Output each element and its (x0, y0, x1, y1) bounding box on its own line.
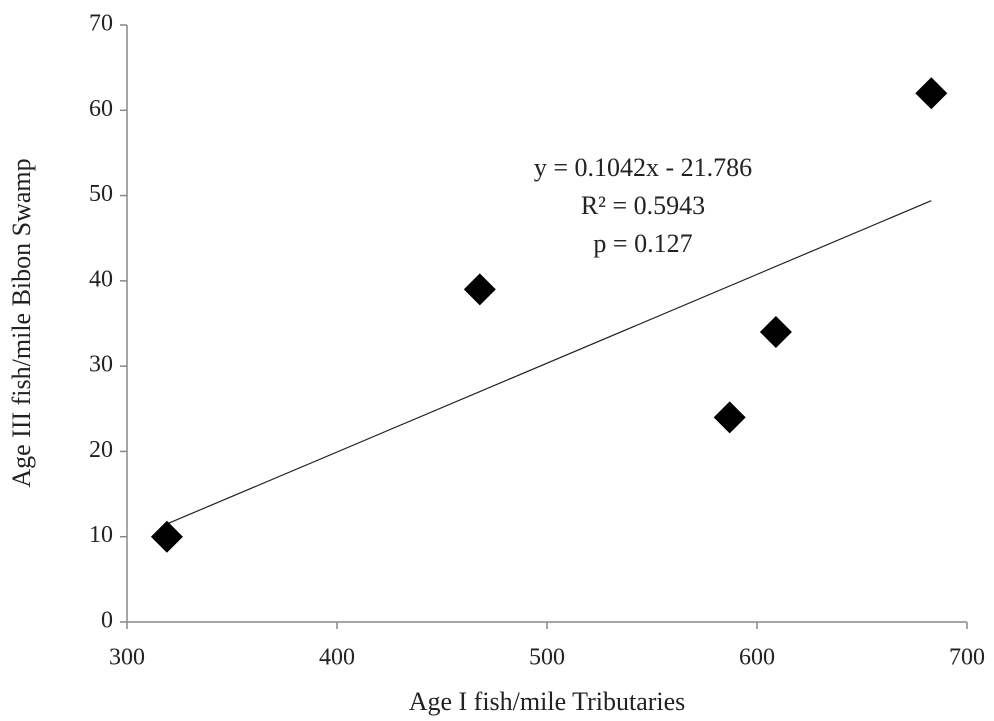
annotation: y = 0.1042x - 21.786 (534, 153, 752, 182)
y-tick-label: 40 (89, 266, 113, 292)
x-tick-label: 600 (739, 645, 775, 671)
point (713, 401, 746, 434)
point (915, 77, 948, 110)
y-tick-label: 60 (89, 96, 113, 122)
y-tick-label: 50 (89, 181, 113, 207)
trendline (166, 200, 932, 525)
x-tick-label: 400 (319, 645, 355, 671)
y-tick-label: 0 (101, 608, 113, 634)
point (759, 316, 792, 349)
annotation: p = 0.127 (593, 229, 692, 258)
y-tick-label: 30 (89, 352, 113, 378)
point (463, 273, 496, 306)
x-tick-label: 500 (529, 645, 565, 671)
y-tick-label: 20 (89, 437, 113, 463)
x-tick-label: 700 (949, 645, 985, 671)
point (150, 520, 183, 553)
annotation: R² = 0.5943 (581, 191, 705, 220)
y-tick-label: 70 (89, 11, 113, 37)
y-tick-label: 10 (89, 522, 113, 548)
x-axis-label: Age I fish/mile Tributaries (409, 687, 686, 716)
x-tick-label: 300 (109, 645, 145, 671)
y-axis-label: Age III fish/mile Bibon Swamp (7, 158, 36, 487)
